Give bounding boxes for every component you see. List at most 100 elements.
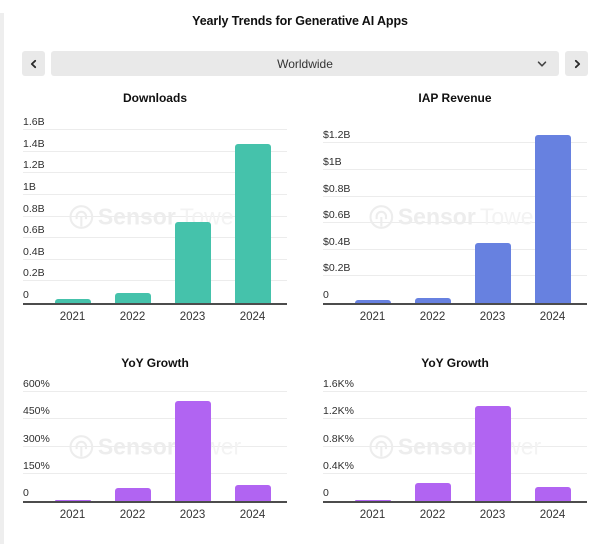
y-tick-label: 300%: [23, 432, 50, 445]
y-tick-label: 450%: [23, 405, 50, 418]
y-tick-label: 1.2K%: [323, 405, 354, 418]
y-tick-label: 0.6B: [23, 224, 45, 237]
region-dropdown[interactable]: Worldwide: [51, 51, 559, 76]
gridline: [323, 142, 587, 144]
gridline: [23, 418, 287, 420]
y-tick-label: 0: [323, 487, 329, 499]
bar-2022[interactable]: [414, 297, 451, 303]
gridline: [323, 275, 587, 277]
bar-2023[interactable]: [474, 406, 511, 501]
bar-2023[interactable]: [474, 243, 511, 303]
x-axis-label: 2022: [419, 311, 446, 323]
gridline: [23, 237, 287, 239]
y-tick-label: $0.2B: [323, 262, 351, 275]
bar-2022[interactable]: [114, 293, 151, 303]
chart-downloads: Downloads Sensor Tower 0 0.2B 0.4B 0.6B 0.8B 1…: [0, 85, 300, 330]
y-tick-label: 0.2B: [23, 267, 45, 280]
bar-2021[interactable]: [54, 499, 91, 501]
prev-region-button[interactable]: [22, 51, 45, 76]
bar-2024[interactable]: [534, 135, 571, 303]
charts-grid: Downloads Sensor Tower 0 0.2B 0.4B 0.6B 0.8B 1…: [0, 85, 600, 531]
bar-2024[interactable]: [234, 485, 271, 501]
bar-2023[interactable]: [174, 221, 211, 303]
y-tick-label: 1.4B: [23, 137, 45, 150]
y-tick-label: 0.8K%: [323, 432, 354, 445]
x-axis-label: 2021: [59, 509, 86, 521]
chevron-down-icon: [536, 58, 548, 70]
x-axis-label: 2024: [539, 509, 566, 521]
y-tick-label: 1.6B: [23, 116, 45, 128]
y-tick-label: 0.8B: [23, 202, 45, 215]
x-axis-label: 2024: [239, 509, 266, 521]
plot-area: Sensor Tower 0 0.2B 0.4B 0.6B 0.8B 1B 1.2B 1.4B 1…: [23, 117, 287, 305]
x-axis-label: 2022: [119, 509, 146, 521]
y-tick-label: $0.6B: [323, 209, 351, 222]
gridline: [23, 472, 287, 474]
bars-group: [23, 130, 287, 303]
gridline: [23, 445, 287, 447]
y-tick-label: $1.2B: [323, 129, 351, 142]
gridline: [23, 215, 287, 217]
chart-title: IAP Revenue: [418, 91, 492, 105]
bar-2021[interactable]: [354, 300, 391, 303]
gridline: [23, 280, 287, 282]
bar-2024[interactable]: [234, 144, 271, 303]
gridline: [323, 472, 587, 474]
chart-iap-revenue: IAP Revenue Sensor Tower 0 $0.2B $0.4B $0.6B…: [300, 85, 600, 330]
gridline: [23, 172, 287, 174]
y-tick-label: 1.6K%: [323, 378, 354, 390]
y-tick-label: 150%: [23, 459, 50, 472]
next-region-button[interactable]: [565, 51, 588, 76]
x-axis-label: 2023: [179, 509, 206, 521]
gridline: [23, 129, 287, 130]
y-tick-label: 0: [23, 487, 29, 499]
x-axis-label: 2024: [539, 311, 566, 323]
y-tick-label: $0.4B: [323, 235, 351, 248]
gridline: [23, 258, 287, 260]
plot-area: Sensor Tower 0 $0.2B $0.4B $0.6B $0.8B $1B $1.2…: [323, 130, 587, 305]
y-tick-label: 0.4K%: [323, 459, 354, 472]
bar-2021[interactable]: [354, 499, 391, 501]
gridline: [323, 248, 587, 250]
bar-2022[interactable]: [114, 488, 151, 501]
bar-2024[interactable]: [534, 487, 571, 501]
x-axis-labels: 2021 2022 2023 2024: [323, 509, 587, 521]
x-axis-label: 2021: [359, 509, 386, 521]
y-tick-label: 1B: [23, 180, 36, 193]
page-left-edge: [0, 13, 4, 544]
y-tick-label: 600%: [23, 378, 50, 390]
x-axis-labels: 2021 2022 2023 2024: [23, 311, 287, 323]
x-axis-label: 2023: [179, 311, 206, 323]
chart-title: YoY Growth: [421, 356, 489, 370]
chevron-right-icon: [572, 59, 582, 69]
x-axis-labels: 2021 2022 2023 2024: [23, 509, 287, 521]
region-selector: Worldwide: [22, 51, 588, 76]
gridline: [323, 222, 587, 224]
x-axis-label: 2024: [239, 311, 266, 323]
gridline: [323, 195, 587, 197]
gridline: [323, 445, 587, 447]
bars-group: [323, 392, 587, 501]
gridline: [323, 391, 587, 392]
y-tick-label: 0: [23, 289, 29, 301]
bar-2023[interactable]: [174, 401, 211, 501]
chart-title: Downloads: [122, 91, 187, 105]
x-axis-label: 2021: [359, 311, 386, 323]
chevron-left-icon: [29, 59, 39, 69]
y-tick-label: 1.2B: [23, 159, 45, 172]
x-axis-label: 2023: [479, 509, 506, 521]
x-axis-labels: 2021 2022 2023 2024: [323, 311, 587, 323]
bar-2022[interactable]: [414, 482, 451, 501]
y-tick-label: 0: [323, 289, 329, 301]
gridline: [23, 193, 287, 195]
x-axis-label: 2021: [59, 311, 86, 323]
x-axis-label: 2022: [119, 311, 146, 323]
bar-2021[interactable]: [54, 298, 91, 303]
chart-title: YoY Growth: [121, 356, 189, 370]
y-tick-label: $0.8B: [323, 182, 351, 195]
bars-group: [23, 392, 287, 501]
x-axis-label: 2023: [479, 311, 506, 323]
